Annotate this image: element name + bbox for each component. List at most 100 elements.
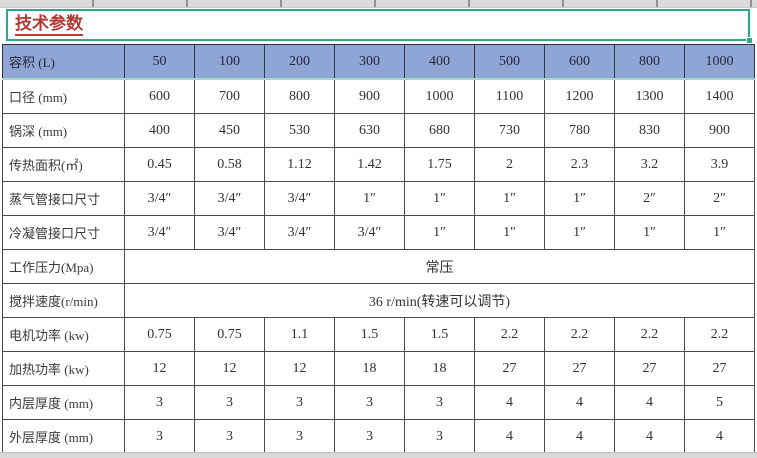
value-cell[interactable]: 27 <box>614 351 685 386</box>
value-cell[interactable]: 300 <box>334 44 405 80</box>
value-cell[interactable]: 680 <box>404 113 475 148</box>
value-cell[interactable]: 630 <box>334 113 405 148</box>
row-label-cell[interactable]: 口径 (mm) <box>2 78 125 114</box>
value-cell[interactable]: 1.12 <box>264 147 335 182</box>
value-cell[interactable]: 4 <box>614 419 685 454</box>
value-cell[interactable]: 100 <box>194 44 265 80</box>
value-cell[interactable]: 2.2 <box>614 317 685 352</box>
value-cell[interactable]: 1.5 <box>404 317 475 352</box>
value-cell[interactable]: 500 <box>474 44 545 80</box>
value-cell[interactable]: 1″ <box>404 181 475 216</box>
value-cell[interactable]: 900 <box>684 113 755 148</box>
row-label-cell[interactable]: 冷凝管接口尺寸 <box>2 215 125 250</box>
value-cell[interactable]: 200 <box>264 44 335 80</box>
value-cell[interactable]: 700 <box>194 78 265 114</box>
value-cell[interactable]: 3 <box>194 419 265 454</box>
value-cell[interactable]: 1″ <box>614 215 685 250</box>
value-cell[interactable]: 450 <box>194 113 265 148</box>
value-cell[interactable]: 1″ <box>684 215 755 250</box>
selection-fill-handle[interactable] <box>746 37 753 44</box>
value-cell[interactable]: 780 <box>544 113 615 148</box>
value-cell[interactable]: 27 <box>544 351 615 386</box>
value-cell[interactable]: 3 <box>334 385 405 420</box>
value-cell[interactable]: 2 <box>474 147 545 182</box>
value-cell[interactable]: 800 <box>264 78 335 114</box>
value-cell[interactable]: 800 <box>614 44 685 80</box>
row-label-cell[interactable]: 外层厚度 (mm) <box>2 419 125 454</box>
value-cell[interactable]: 2.2 <box>684 317 755 352</box>
value-cell[interactable]: 3 <box>124 385 195 420</box>
title-selected-cell[interactable]: 技术参数 <box>6 9 753 44</box>
value-cell[interactable]: 1.1 <box>264 317 335 352</box>
value-cell[interactable]: 1″ <box>544 215 615 250</box>
value-cell[interactable]: 830 <box>614 113 685 148</box>
value-cell[interactable]: 4 <box>544 419 615 454</box>
value-cell[interactable]: 4 <box>614 385 685 420</box>
merged-value-cell[interactable]: 36 r/min(转速可以调节) <box>124 283 755 318</box>
value-cell[interactable]: 1″ <box>544 181 615 216</box>
value-cell[interactable]: 3/4″ <box>194 181 265 216</box>
row-label-cell[interactable]: 锅深 (mm) <box>2 113 125 148</box>
value-cell[interactable]: 1400 <box>684 78 755 114</box>
row-label-cell[interactable]: 工作压力(Mpa) <box>2 249 125 284</box>
value-cell[interactable]: 3/4″ <box>264 181 335 216</box>
value-cell[interactable]: 27 <box>474 351 545 386</box>
value-cell[interactable]: 530 <box>264 113 335 148</box>
value-cell[interactable]: 27 <box>684 351 755 386</box>
value-cell[interactable]: 600 <box>124 78 195 114</box>
value-cell[interactable]: 1.5 <box>334 317 405 352</box>
value-cell[interactable]: 0.45 <box>124 147 195 182</box>
value-cell[interactable]: 1200 <box>544 78 615 114</box>
row-label-cell[interactable]: 容积 (L) <box>2 44 125 80</box>
value-cell[interactable]: 1000 <box>404 78 475 114</box>
value-cell[interactable]: 600 <box>544 44 615 80</box>
value-cell[interactable]: 4 <box>544 385 615 420</box>
value-cell[interactable]: 1″ <box>474 181 545 216</box>
row-label-cell[interactable]: 电机功率 (kw) <box>2 317 125 352</box>
value-cell[interactable]: 1.42 <box>334 147 405 182</box>
value-cell[interactable]: 1.75 <box>404 147 475 182</box>
value-cell[interactable]: 400 <box>124 113 195 148</box>
value-cell[interactable]: 18 <box>404 351 475 386</box>
value-cell[interactable]: 3 <box>264 419 335 454</box>
value-cell[interactable]: 2″ <box>614 181 685 216</box>
value-cell[interactable]: 2.2 <box>544 317 615 352</box>
value-cell[interactable]: 0.75 <box>194 317 265 352</box>
value-cell[interactable]: 3/4″ <box>334 215 405 250</box>
row-label-cell[interactable]: 搅拌速度(r/min) <box>2 283 125 318</box>
value-cell[interactable]: 3/4″ <box>124 181 195 216</box>
value-cell[interactable]: 0.75 <box>124 317 195 352</box>
value-cell[interactable]: 3 <box>334 419 405 454</box>
value-cell[interactable]: 3.9 <box>684 147 755 182</box>
row-label-cell[interactable]: 加热功率 (kw) <box>2 351 125 386</box>
value-cell[interactable]: 3/4″ <box>124 215 195 250</box>
value-cell[interactable]: 0.58 <box>194 147 265 182</box>
value-cell[interactable]: 3 <box>264 385 335 420</box>
value-cell[interactable]: 5 <box>684 385 755 420</box>
value-cell[interactable]: 3 <box>194 385 265 420</box>
value-cell[interactable]: 1300 <box>614 78 685 114</box>
value-cell[interactable]: 12 <box>124 351 195 386</box>
merged-value-cell[interactable]: 常压 <box>124 249 755 284</box>
value-cell[interactable]: 1″ <box>404 215 475 250</box>
row-label-cell[interactable]: 内层厚度 (mm) <box>2 385 125 420</box>
value-cell[interactable]: 3 <box>404 385 475 420</box>
value-cell[interactable]: 12 <box>194 351 265 386</box>
value-cell[interactable]: 400 <box>404 44 475 80</box>
value-cell[interactable]: 2″ <box>684 181 755 216</box>
value-cell[interactable]: 12 <box>264 351 335 386</box>
value-cell[interactable]: 900 <box>334 78 405 114</box>
value-cell[interactable]: 3 <box>404 419 475 454</box>
value-cell[interactable]: 730 <box>474 113 545 148</box>
value-cell[interactable]: 1100 <box>474 78 545 114</box>
value-cell[interactable]: 3 <box>124 419 195 454</box>
value-cell[interactable]: 50 <box>124 44 195 80</box>
value-cell[interactable]: 4 <box>474 419 545 454</box>
value-cell[interactable]: 1″ <box>334 181 405 216</box>
row-label-cell[interactable]: 蒸气管接口尺寸 <box>2 181 125 216</box>
value-cell[interactable]: 2.2 <box>474 317 545 352</box>
value-cell[interactable]: 1″ <box>474 215 545 250</box>
row-label-cell[interactable]: 传热面积(㎡) <box>2 147 125 182</box>
value-cell[interactable]: 3/4″ <box>264 215 335 250</box>
value-cell[interactable]: 4 <box>684 419 755 454</box>
